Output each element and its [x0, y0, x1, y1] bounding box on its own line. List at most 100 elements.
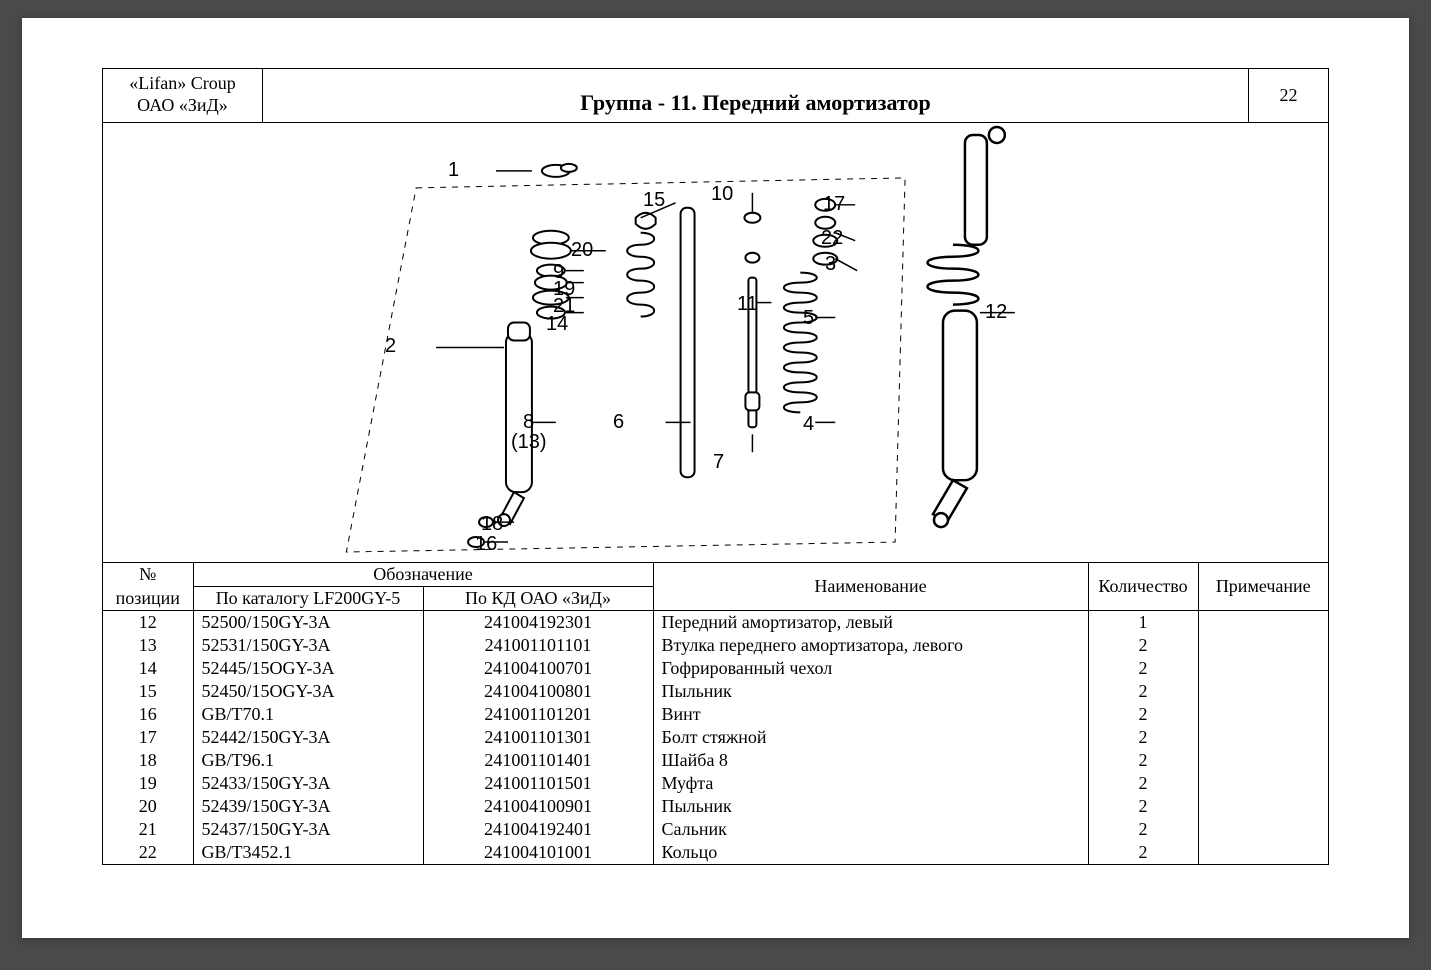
cell-note [1198, 726, 1328, 749]
table-row: 1952433/150GY-3A241001101501Муфта2 [103, 772, 1328, 795]
col-qty: Количество [1088, 563, 1198, 611]
cell-qty: 2 [1088, 680, 1198, 703]
cell-name: Винт [653, 703, 1088, 726]
table-row: 18GB/T96.1241001101401Шайба 82 [103, 749, 1328, 772]
callout-16: 16 [475, 533, 497, 556]
cell-kd: 241001101401 [423, 749, 653, 772]
cell-qty: 2 [1088, 818, 1198, 841]
table-row: 1452445/15OGY-3A241004100701Гофрированны… [103, 657, 1328, 680]
table-row: 2152437/150GY-3A241004192401Сальник2 [103, 818, 1328, 841]
cell-pos: 12 [103, 611, 193, 635]
page-number: 22 [1248, 69, 1328, 123]
cell-name: Пыльник [653, 680, 1088, 703]
table-row: 2052439/150GY-3A241004100901Пыльник2 [103, 795, 1328, 818]
cell-catalog: 52500/150GY-3A [193, 611, 423, 635]
cell-kd: 241001101301 [423, 726, 653, 749]
parts-table: № Обозначение Наименование Количество Пр… [103, 563, 1328, 864]
col-name: Наименование [653, 563, 1088, 611]
cell-name: Передний амортизатор, левый [653, 611, 1088, 635]
col-designation: Обозначение [193, 563, 653, 587]
cell-name: Кольцо [653, 841, 1088, 864]
cell-note [1198, 680, 1328, 703]
cell-kd: 241004100901 [423, 795, 653, 818]
cell-qty: 2 [1088, 795, 1198, 818]
cell-kd: 241004100701 [423, 657, 653, 680]
cell-catalog: 52445/15OGY-3A [193, 657, 423, 680]
cell-pos: 20 [103, 795, 193, 818]
cell-pos: 17 [103, 726, 193, 749]
cell-qty: 2 [1088, 841, 1198, 864]
cell-catalog: GB/T3452.1 [193, 841, 423, 864]
cell-kd: 241004101001 [423, 841, 653, 864]
col-kd: По КД ОАО «ЗиД» [423, 587, 653, 611]
cell-note [1198, 795, 1328, 818]
company-line2: ОАО «ЗиД» [113, 95, 252, 117]
table-row: 16GB/T70.1241001101201Винт2 [103, 703, 1328, 726]
callout-12: 12 [985, 301, 1007, 324]
cell-qty: 2 [1088, 772, 1198, 795]
table-row: 1352531/150GY-3A241001101101Втулка перед… [103, 634, 1328, 657]
col-pos-sub: позиции [103, 587, 193, 611]
col-catalog: По каталогу LF200GY-5 [193, 587, 423, 611]
callout-1: 1 [448, 159, 459, 182]
cell-pos: 14 [103, 657, 193, 680]
cell-name: Гофрированный чехол [653, 657, 1088, 680]
company-line1: «Lifan» Croup [113, 73, 252, 95]
cell-pos: 16 [103, 703, 193, 726]
cell-catalog: 52437/150GY-3A [193, 818, 423, 841]
cell-note [1198, 818, 1328, 841]
cell-kd: 241001101201 [423, 703, 653, 726]
cell-qty: 2 [1088, 703, 1198, 726]
cell-catalog: 52531/150GY-3A [193, 634, 423, 657]
cell-qty: 2 [1088, 749, 1198, 772]
cell-kd: 241001101101 [423, 634, 653, 657]
cell-pos: 21 [103, 818, 193, 841]
cell-name: Шайба 8 [653, 749, 1088, 772]
callout-11: 11 [737, 293, 758, 316]
callout-20: 20 [571, 239, 593, 262]
table-row: 1552450/15OGY-3A241004100801Пыльник2 [103, 680, 1328, 703]
col-pos-top: № [103, 563, 193, 587]
callout-3: 3 [825, 253, 836, 276]
cell-name: Сальник [653, 818, 1088, 841]
cell-qty: 2 [1088, 726, 1198, 749]
callout-4: 4 [803, 413, 814, 436]
cell-kd: 241001101501 [423, 772, 653, 795]
cell-note [1198, 749, 1328, 772]
callout-2: 2 [385, 335, 396, 358]
header-company: «Lifan» Croup ОАО «ЗиД» [103, 69, 263, 123]
cell-name: Болт стяжной [653, 726, 1088, 749]
cell-pos: 19 [103, 772, 193, 795]
main-frame: «Lifan» Croup ОАО «ЗиД» Группа - 11. Пер… [102, 68, 1329, 865]
cell-kd: 241004100801 [423, 680, 653, 703]
cell-catalog: 52442/150GY-3A [193, 726, 423, 749]
callout-14: 14 [546, 313, 568, 336]
callout-7: 7 [713, 451, 724, 474]
cell-note [1198, 611, 1328, 635]
cell-catalog: 52450/15OGY-3A [193, 680, 423, 703]
cell-name: Муфта [653, 772, 1088, 795]
table-row: 1252500/150GY-3A241004192301Передний амо… [103, 611, 1328, 635]
cell-name: Пыльник [653, 795, 1088, 818]
callout-5: 5 [803, 307, 814, 330]
cell-catalog: 52433/150GY-3A [193, 772, 423, 795]
cell-qty: 2 [1088, 657, 1198, 680]
cell-note [1198, 657, 1328, 680]
cell-pos: 18 [103, 749, 193, 772]
exploded-diagram: 1 2 15 10 17 20 22 3 9 19 11 5 21 14 12 … [103, 123, 1328, 563]
callout-6: 6 [613, 411, 624, 434]
col-note: Примечание [1198, 563, 1328, 611]
cell-qty: 2 [1088, 634, 1198, 657]
cell-kd: 241004192301 [423, 611, 653, 635]
callout-15: 15 [643, 189, 665, 212]
callout-13: (13) [511, 431, 547, 454]
cell-pos: 15 [103, 680, 193, 703]
callout-22: 22 [821, 227, 843, 250]
cell-qty: 1 [1088, 611, 1198, 635]
callout-17: 17 [823, 193, 845, 216]
table-row: 22GB/T3452.1241004101001Кольцо2 [103, 841, 1328, 864]
cell-note [1198, 703, 1328, 726]
document-page: «Lifan» Croup ОАО «ЗиД» Группа - 11. Пер… [22, 18, 1409, 938]
callout-10: 10 [711, 183, 733, 206]
cell-name: Втулка переднего амортизатора, левого [653, 634, 1088, 657]
